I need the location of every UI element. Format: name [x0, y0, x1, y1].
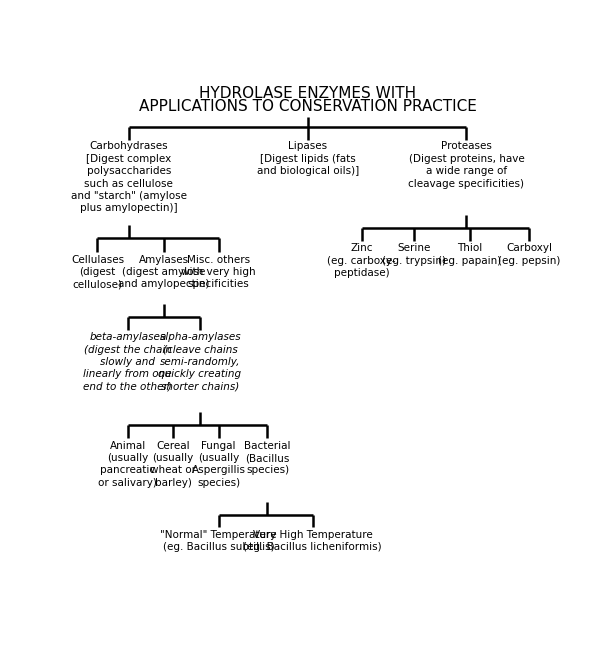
- Text: Thiol
(eg. papain): Thiol (eg. papain): [439, 244, 502, 266]
- Text: Carbohydrases
[Digest complex
polysaccharides
such as cellulose
and "starch" (am: Carbohydrases [Digest complex polysaccha…: [71, 142, 187, 213]
- Text: Lipases
[Digest lipids (fats
and biological oils)]: Lipases [Digest lipids (fats and biologi…: [257, 142, 359, 176]
- Text: alpha-amylases
(cleave chains
semi-randomly,
quickly creating
shorter chains): alpha-amylases (cleave chains semi-rando…: [159, 332, 242, 392]
- Text: Amylases
(digest amylose
and amylopectin): Amylases (digest amylose and amylopectin…: [118, 254, 209, 289]
- Text: APPLICATIONS TO CONSERVATION PRACTICE: APPLICATIONS TO CONSERVATION PRACTICE: [139, 99, 477, 113]
- Text: Bacterial
(Bacillus
species): Bacterial (Bacillus species): [244, 441, 291, 476]
- Text: Carboxyl
(eg. pepsin): Carboxyl (eg. pepsin): [498, 244, 561, 266]
- Text: Cereal
(usually
wheat or
barley): Cereal (usually wheat or barley): [150, 441, 196, 488]
- Text: Cellulases
(digest
cellulose): Cellulases (digest cellulose): [71, 254, 124, 289]
- Text: Proteases
(Digest proteins, have
a wide range of
cleavage specificities): Proteases (Digest proteins, have a wide …: [408, 142, 525, 189]
- Text: beta-amylases
(digest the chain
slowly and
linearly from one
end to the other): beta-amylases (digest the chain slowly a…: [84, 332, 172, 392]
- Text: Serine
(eg. trypsin): Serine (eg. trypsin): [382, 244, 446, 266]
- Text: Fungal
(usually
Aspergillis
species): Fungal (usually Aspergillis species): [192, 441, 246, 488]
- Text: Zinc
(eg. carboxy-
peptidase): Zinc (eg. carboxy- peptidase): [328, 244, 396, 278]
- Text: Misc. others
with very high
specificities: Misc. others with very high specificitie…: [182, 254, 256, 289]
- Text: Animal
(usually
pancreatic
or salivary): Animal (usually pancreatic or salivary): [99, 441, 157, 488]
- Text: Very High Temperature
(eg. Bacillus licheniformis): Very High Temperature (eg. Bacillus lich…: [243, 530, 382, 552]
- Text: HYDROLASE ENZYMES WITH: HYDROLASE ENZYMES WITH: [200, 86, 416, 101]
- Text: "Normal" Temperature
(eg. Bacillus subtillis): "Normal" Temperature (eg. Bacillus subti…: [160, 530, 277, 552]
